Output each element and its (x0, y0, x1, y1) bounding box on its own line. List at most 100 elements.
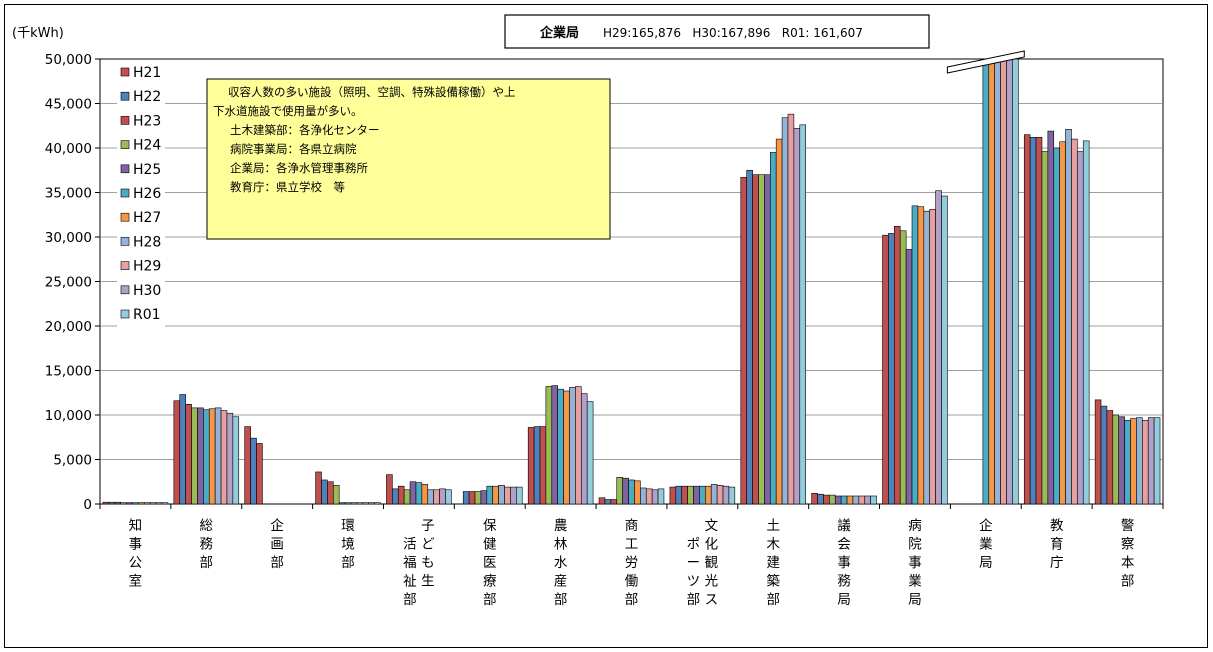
bar (923, 210, 931, 505)
bar (1071, 138, 1078, 505)
bar (982, 58, 990, 505)
x-tick-char: 働 (625, 574, 639, 590)
bar (1006, 58, 1013, 505)
x-tick-char: 部 (766, 592, 780, 608)
bar (935, 190, 942, 505)
x-tick-char: 福 (403, 555, 417, 571)
bar (657, 488, 665, 505)
bar (1000, 58, 1007, 505)
legend-label: H29 (133, 259, 161, 275)
bar (510, 486, 517, 505)
bar (693, 485, 700, 505)
bar (988, 58, 995, 505)
legend-label: H28 (133, 234, 161, 250)
x-tick-char: 労 (625, 555, 639, 571)
x-tick-char: 局 (908, 592, 922, 608)
x-tick-char: 生 (421, 574, 435, 590)
legend-swatch (120, 140, 130, 149)
bar (480, 490, 488, 505)
y-tick-label: 0 (83, 497, 92, 513)
bar (840, 495, 848, 505)
bar (1053, 147, 1060, 505)
bar (197, 407, 204, 505)
x-tick-char: 健 (483, 537, 497, 553)
bar (598, 497, 606, 505)
bar (1012, 58, 1019, 505)
x-tick-char: 光 (705, 574, 719, 590)
bar (338, 502, 346, 505)
bar (864, 495, 871, 505)
y-tick-label: 30,000 (45, 230, 92, 246)
bar (846, 495, 854, 505)
y-tick-label: 10,000 (45, 408, 92, 424)
bar (474, 491, 482, 505)
bar (1059, 141, 1066, 505)
bar (161, 502, 169, 505)
x-tick-char: 局 (979, 555, 993, 571)
x-tick-char: 企 (270, 517, 284, 534)
bar (799, 124, 806, 505)
legend-swatch (120, 212, 130, 222)
x-tick-label: 総務部 (200, 518, 214, 571)
chart-frame (4, 4, 1208, 648)
bar (439, 488, 446, 505)
callout-values: H29:165,876 H30:167,896 R01: 161,607 (603, 26, 863, 40)
x-tick-char: 部 (341, 555, 355, 571)
bar (651, 489, 659, 505)
legend-label: H26 (133, 186, 161, 202)
bar (669, 486, 677, 505)
bar (486, 485, 494, 505)
y-tick-label: 45,000 (45, 97, 92, 113)
note-line-6: 教育庁：県立学校 等 (230, 180, 345, 194)
callout-label: 企業局 (539, 25, 579, 41)
bar (716, 485, 724, 505)
x-tick-char: 祉 (403, 574, 417, 590)
bar (539, 426, 547, 505)
bar (746, 169, 753, 505)
bar (356, 502, 364, 505)
bar (498, 485, 505, 505)
bar (817, 493, 824, 505)
legend-label: H27 (133, 210, 161, 226)
bar (1029, 137, 1037, 505)
bar (728, 486, 736, 505)
bar (421, 484, 429, 505)
x-tick-char: 部 (625, 592, 639, 608)
y-tick-label: 15,000 (45, 364, 92, 380)
bar (699, 485, 706, 505)
bar (185, 404, 192, 505)
bar (1094, 399, 1102, 505)
x-tick-char: 商 (625, 518, 639, 534)
bar (640, 487, 647, 505)
x-tick-char: ど (421, 537, 435, 553)
bar (834, 495, 842, 505)
bar (628, 479, 635, 505)
bar (1147, 417, 1155, 505)
bar (1077, 151, 1084, 505)
note-line-1: 収容人数の多い施設（照明、空調、特殊設備稼働）や上 (228, 85, 516, 99)
legend-swatch (120, 237, 130, 246)
bar (764, 174, 771, 505)
bar (823, 494, 830, 505)
bar (362, 502, 369, 505)
bar (397, 485, 405, 505)
x-tick-char: 土 (766, 518, 780, 534)
bar (645, 488, 653, 505)
bar (327, 481, 334, 505)
x-tick-char: 環 (341, 518, 355, 534)
x-tick-char: 業 (908, 574, 922, 590)
x-tick-char: 業 (979, 537, 993, 553)
bar (775, 138, 783, 505)
bar (575, 386, 582, 505)
callout-box (504, 14, 930, 49)
legend-label: H23 (133, 113, 161, 129)
bar (675, 485, 683, 505)
y-unit-label: (千kWh) (12, 26, 64, 41)
bar (858, 495, 866, 505)
note-line-5: 企業局：各浄水管理事務所 (230, 161, 368, 175)
